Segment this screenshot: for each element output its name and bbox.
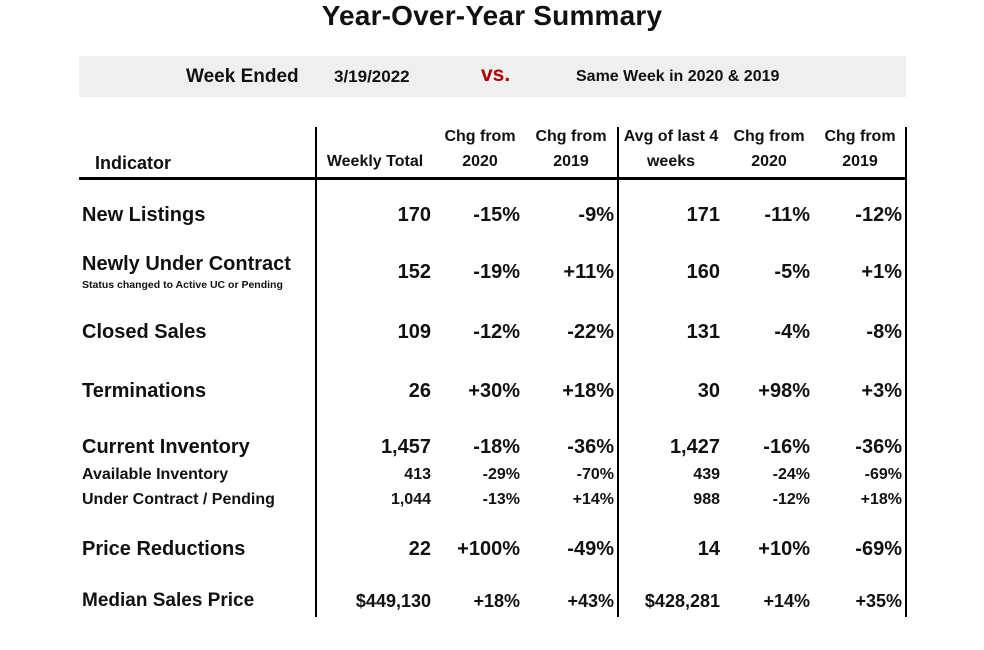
- cell-avg-chg-2019: -69%: [864, 466, 902, 483]
- row-label-under-contract-pending: Under Contract / Pending: [82, 491, 275, 508]
- header-avg-chg-2020-line1: Chg from: [733, 128, 805, 145]
- header-rule: [79, 177, 907, 180]
- cell-avg-chg-2019: +1%: [861, 261, 902, 283]
- row-label-price-reductions: Price Reductions: [82, 538, 246, 560]
- cell-chg-2020: -29%: [482, 466, 520, 483]
- header-indicator: Indicator: [95, 153, 172, 173]
- cell-avg-chg-2020: +14%: [763, 591, 810, 611]
- vs-label: vs.: [481, 63, 511, 86]
- row-label-available-inventory: Available Inventory: [82, 466, 229, 483]
- divider-right: [905, 127, 907, 617]
- row-label-current-inventory: Current Inventory: [82, 436, 250, 458]
- header-chg-2020-line1: Chg from: [444, 128, 516, 145]
- cell-chg-2019: -49%: [567, 538, 614, 560]
- cell-chg-2019: +14%: [572, 491, 614, 508]
- header-avg-line2: weeks: [646, 153, 696, 170]
- cell-weekly-total: 109: [397, 321, 431, 343]
- cell-avg-chg-2019: +18%: [860, 491, 902, 508]
- week-ended-date: 3/19/2022: [334, 67, 410, 86]
- row-label-new-listings: New Listings: [82, 204, 206, 226]
- cell-avg-4-weeks: $428,281: [644, 591, 720, 611]
- header-avg-chg-2020-line2: 2020: [751, 153, 787, 170]
- cell-weekly-total: $449,130: [355, 591, 431, 611]
- cell-avg-chg-2019: -69%: [855, 538, 902, 560]
- cell-weekly-total: 1,457: [380, 436, 431, 458]
- header-chg-2019: Chg from 2019: [528, 124, 614, 174]
- header-avg-4-weeks: Avg of last 4 weeks: [619, 124, 723, 174]
- cell-avg-chg-2019: +3%: [861, 380, 902, 402]
- cell-avg-chg-2020: -4%: [774, 321, 810, 343]
- cell-chg-2020: -18%: [473, 436, 520, 458]
- header-chg-2019-line1: Chg from: [535, 128, 607, 145]
- cell-avg-chg-2019: +35%: [855, 591, 902, 611]
- cell-chg-2019: +11%: [563, 261, 614, 283]
- cell-chg-2020: +100%: [457, 538, 520, 560]
- cell-chg-2019: +18%: [562, 380, 614, 402]
- cell-avg-4-weeks: 171: [686, 204, 720, 226]
- cell-avg-4-weeks: 439: [693, 466, 720, 483]
- header-weekly-total: Weekly Total: [326, 153, 424, 170]
- week-banner: Week Ended 3/19/2022 vs. Same Week in 20…: [79, 56, 906, 97]
- header-chg-2020: Chg from 2020: [437, 124, 523, 174]
- row-label-median-sales-price: Median Sales Price: [82, 590, 255, 611]
- header-chg-2019-line2: 2019: [553, 153, 589, 170]
- cell-weekly-total: 413: [404, 466, 431, 483]
- cell-avg-chg-2020: -12%: [772, 491, 810, 508]
- header-avg-chg-2019-line2: 2019: [842, 153, 878, 170]
- header-avg-line1: Avg of last 4: [623, 128, 719, 145]
- cell-chg-2020: +30%: [468, 380, 520, 402]
- cell-avg-chg-2019: -8%: [866, 321, 902, 343]
- cell-chg-2020: -12%: [473, 321, 520, 343]
- cell-chg-2020: +18%: [473, 591, 520, 611]
- cell-chg-2019: -9%: [578, 204, 614, 226]
- row-note-newly-under-contract: Status changed to Active UC or Pending: [82, 279, 283, 291]
- cell-chg-2019: -36%: [567, 436, 614, 458]
- header-avg-chg-2020: Chg from 2020: [726, 124, 812, 174]
- cell-avg-4-weeks: 1,427: [669, 436, 720, 458]
- header-avg-chg-2019-line1: Chg from: [824, 128, 896, 145]
- cell-avg-4-weeks: 131: [686, 321, 720, 343]
- header-chg-2020-line2: 2020: [462, 153, 498, 170]
- divider-middle: [617, 127, 619, 617]
- row-label-terminations: Terminations: [82, 380, 207, 402]
- row-label-closed-sales: Closed Sales: [82, 321, 207, 343]
- cell-weekly-total: 26: [408, 380, 431, 402]
- cell-chg-2020: -15%: [473, 204, 520, 226]
- cell-avg-chg-2019: -36%: [855, 436, 902, 458]
- cell-weekly-total: 152: [397, 261, 431, 283]
- cell-avg-chg-2020: -24%: [772, 466, 810, 483]
- header-avg-chg-2019: Chg from 2019: [817, 124, 903, 174]
- cell-chg-2019: -22%: [567, 321, 614, 343]
- cell-avg-chg-2020: +98%: [758, 380, 810, 402]
- row-label-newly-under-contract: Newly Under Contract: [82, 253, 291, 275]
- comparison-label: Same Week in 2020 & 2019: [576, 68, 780, 85]
- cell-weekly-total: 1,044: [390, 491, 431, 508]
- divider-left: [315, 127, 317, 617]
- cell-avg-chg-2019: -12%: [855, 204, 902, 226]
- cell-chg-2019: +43%: [567, 591, 614, 611]
- cell-chg-2020: -19%: [473, 261, 520, 283]
- page-title: Year-Over-Year Summary: [321, 0, 663, 31]
- week-ended-label: Week Ended: [186, 66, 299, 87]
- cell-chg-2020: -13%: [482, 491, 520, 508]
- cell-avg-4-weeks: 160: [686, 261, 720, 283]
- cell-avg-chg-2020: -5%: [774, 261, 810, 283]
- cell-avg-chg-2020: -16%: [763, 436, 810, 458]
- cell-avg-4-weeks: 30: [697, 380, 720, 402]
- cell-chg-2019: -70%: [576, 466, 614, 483]
- cell-avg-4-weeks: 988: [693, 491, 720, 508]
- cell-weekly-total: 22: [408, 538, 431, 560]
- cell-avg-chg-2020: -11%: [764, 204, 810, 226]
- cell-avg-4-weeks: 14: [697, 538, 720, 560]
- cell-weekly-total: 170: [397, 204, 431, 226]
- cell-avg-chg-2020: +10%: [758, 538, 810, 560]
